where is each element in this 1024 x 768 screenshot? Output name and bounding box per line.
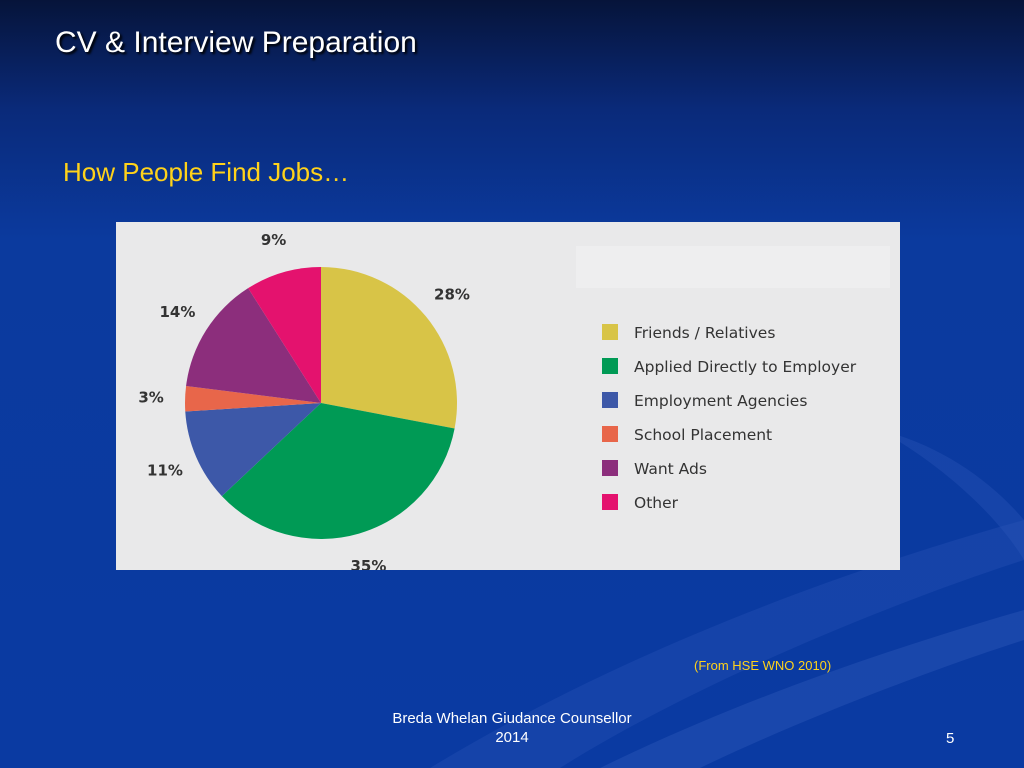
footer-year: 2014 xyxy=(495,729,529,746)
legend-label-0: Friends / Relatives xyxy=(634,324,775,342)
legend-label-5: Other xyxy=(634,494,679,512)
footer-author: Breda Whelan Giudance Counsellor xyxy=(392,710,632,727)
legend-swatch-3 xyxy=(602,426,618,442)
legend-label-1: Applied Directly to Employer xyxy=(634,358,857,376)
slice-label-1: 35% xyxy=(350,557,386,570)
legend-swatch-2 xyxy=(602,392,618,408)
legend-label-2: Employment Agencies xyxy=(634,392,807,410)
footer-credit: Breda Whelan Giudance Counsellor 2014 xyxy=(362,709,662,747)
legend-swatch-0 xyxy=(602,324,618,340)
legend-swatch-5 xyxy=(602,494,618,510)
pie-slice-5 xyxy=(248,267,321,403)
legend-swatch-4 xyxy=(602,460,618,476)
pie-slice-3 xyxy=(185,385,321,412)
pie-slice-0 xyxy=(321,267,457,429)
source-note: (From HSE WNO 2010) xyxy=(694,658,832,673)
legend-header-band xyxy=(576,246,890,288)
page-number: 5 xyxy=(946,730,955,747)
legend-swatch-1 xyxy=(602,358,618,374)
chart-panel: 28% 35% 11% 3% 14% 9% Friends / Relatives Appli… xyxy=(116,222,900,570)
slice-label-5: 9% xyxy=(261,231,286,249)
pie-slice-4 xyxy=(186,288,321,403)
slice-label-3: 3% xyxy=(138,389,163,407)
slice-label-0: 28% xyxy=(434,286,470,304)
slide-subtitle: How People Find Jobs… xyxy=(63,157,350,187)
slice-label-4: 14% xyxy=(160,303,196,321)
pie-chart: 28% 35% 11% 3% 14% 9% Friends / Relatives Appli… xyxy=(138,231,857,570)
slice-label-2: 11% xyxy=(147,462,183,480)
legend-label-4: Want Ads xyxy=(634,460,707,478)
pie-slice-2 xyxy=(185,403,321,497)
pie-slice-1 xyxy=(221,403,455,539)
legend-label-3: School Placement xyxy=(634,426,772,444)
slide-title: CV & Interview Preparation xyxy=(55,26,417,59)
